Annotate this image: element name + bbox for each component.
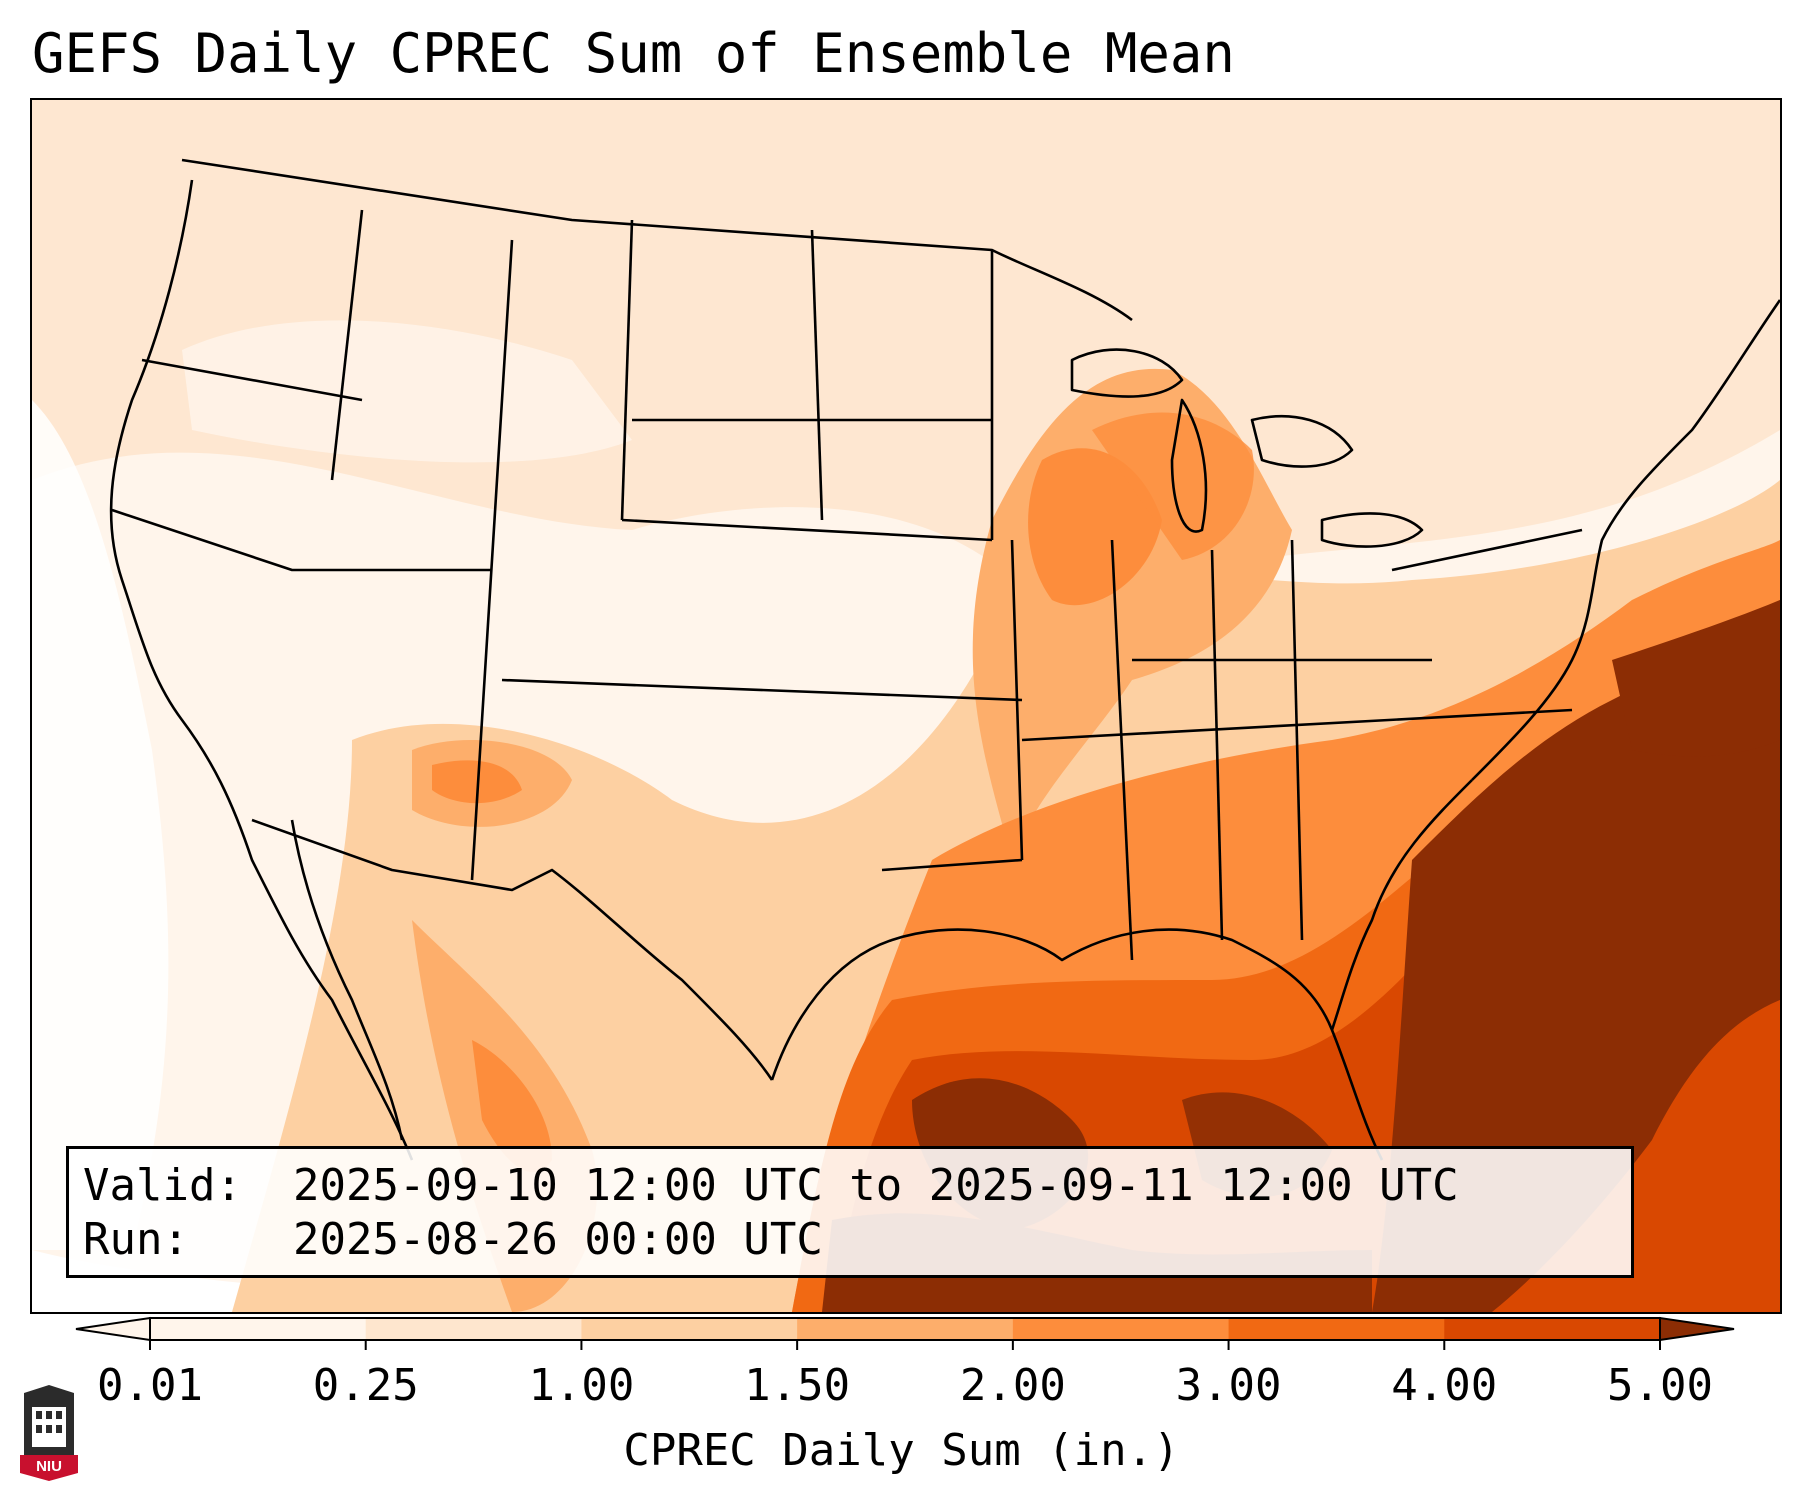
logo-text: NIU bbox=[36, 1458, 62, 1475]
colorbar-segment bbox=[797, 1318, 1014, 1340]
run-label: Run: bbox=[83, 1214, 189, 1265]
colorbar-tick-label: 4.00 bbox=[1391, 1360, 1498, 1411]
colorbar-extend-low bbox=[75, 1316, 151, 1342]
colorbar-tick-label: 0.01 bbox=[97, 1360, 203, 1411]
colorbar-segment bbox=[1228, 1318, 1445, 1340]
valid-label: Valid: bbox=[83, 1160, 242, 1211]
map-title: GEFS Daily CPREC Sum of Ensemble Mean bbox=[32, 22, 1235, 85]
info-box: Valid: 2025-09-10 12:00 UTC to 2025-09-11… bbox=[66, 1146, 1634, 1278]
run-value: 2025-08-26 00:00 UTC bbox=[293, 1214, 823, 1265]
map-panel bbox=[30, 98, 1782, 1314]
precip-map bbox=[32, 100, 1780, 1312]
colorbar-segment bbox=[1012, 1318, 1230, 1340]
colorbar-tick-label: 3.00 bbox=[1175, 1360, 1282, 1411]
colorbar bbox=[75, 1316, 1735, 1350]
niu-logo: NIU bbox=[20, 1385, 78, 1481]
colorbar-segment bbox=[365, 1318, 582, 1340]
colorbar-outline bbox=[149, 1317, 1661, 1341]
run-row: Run: 2025-08-26 00:00 UTC bbox=[83, 1213, 1617, 1267]
colorbar-tick-label: 0.25 bbox=[312, 1360, 419, 1411]
colorbar-label: CPREC Daily Sum (in.) bbox=[623, 1425, 1180, 1476]
valid-value: 2025-09-10 12:00 UTC to 2025-09-11 12:00… bbox=[293, 1160, 1459, 1211]
colorbar-tick-label: 1.50 bbox=[744, 1360, 851, 1411]
colorbar-tick-label: 2.00 bbox=[959, 1360, 1066, 1411]
colorbar-extend-high bbox=[1659, 1316, 1735, 1342]
colorbar-tick-label: 1.00 bbox=[528, 1360, 635, 1411]
colorbar-segment bbox=[150, 1318, 367, 1340]
valid-row: Valid: 2025-09-10 12:00 UTC to 2025-09-11… bbox=[83, 1159, 1617, 1213]
colorbar-tick-label: 5.00 bbox=[1607, 1360, 1713, 1411]
colorbar-segment bbox=[1444, 1318, 1661, 1340]
political-boundaries bbox=[109, 158, 1780, 1161]
colorbar-segment bbox=[581, 1318, 798, 1340]
